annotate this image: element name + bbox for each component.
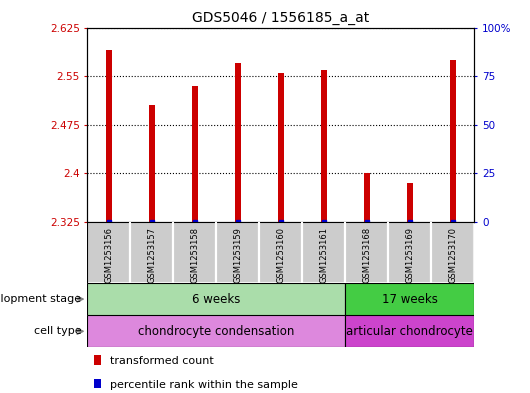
Bar	[130, 222, 173, 283]
Text: GSM1253159: GSM1253159	[233, 227, 242, 283]
Bar	[431, 222, 474, 283]
Bar	[449, 60, 456, 222]
Bar	[364, 173, 370, 222]
Text: GSM1253169: GSM1253169	[405, 227, 414, 283]
Bar	[321, 70, 327, 222]
Text: transformed count: transformed count	[110, 356, 214, 366]
Bar	[407, 183, 413, 222]
Text: 17 weeks: 17 weeks	[382, 292, 438, 306]
Text: percentile rank within the sample: percentile rank within the sample	[110, 380, 297, 390]
Bar	[388, 222, 431, 283]
Bar	[192, 86, 198, 222]
Bar	[346, 222, 388, 283]
Text: GSM1253170: GSM1253170	[448, 227, 457, 283]
Text: GSM1253156: GSM1253156	[104, 227, 113, 283]
Text: cell type: cell type	[34, 326, 85, 336]
Bar	[346, 283, 474, 315]
Bar	[259, 222, 303, 283]
Bar	[94, 379, 101, 388]
Text: development stage: development stage	[0, 294, 85, 304]
Text: GSM1253160: GSM1253160	[277, 227, 285, 283]
Bar	[87, 222, 130, 283]
Bar	[278, 73, 284, 222]
Text: GSM1253161: GSM1253161	[320, 227, 329, 283]
Bar	[235, 63, 241, 222]
Text: GSM1253168: GSM1253168	[363, 227, 372, 283]
Text: GSM1253157: GSM1253157	[147, 227, 156, 283]
Bar	[87, 315, 346, 347]
Bar	[149, 105, 155, 222]
Bar	[216, 222, 259, 283]
Bar	[87, 283, 346, 315]
Bar	[173, 222, 216, 283]
Title: GDS5046 / 1556185_a_at: GDS5046 / 1556185_a_at	[192, 11, 369, 25]
Text: GSM1253158: GSM1253158	[190, 227, 199, 283]
Text: chondrocyte condensation: chondrocyte condensation	[138, 325, 295, 338]
Text: 6 weeks: 6 weeks	[192, 292, 241, 306]
Bar	[105, 50, 112, 222]
Bar	[94, 355, 101, 365]
Bar	[303, 222, 346, 283]
Bar	[346, 315, 474, 347]
Text: articular chondrocyte: articular chondrocyte	[347, 325, 473, 338]
